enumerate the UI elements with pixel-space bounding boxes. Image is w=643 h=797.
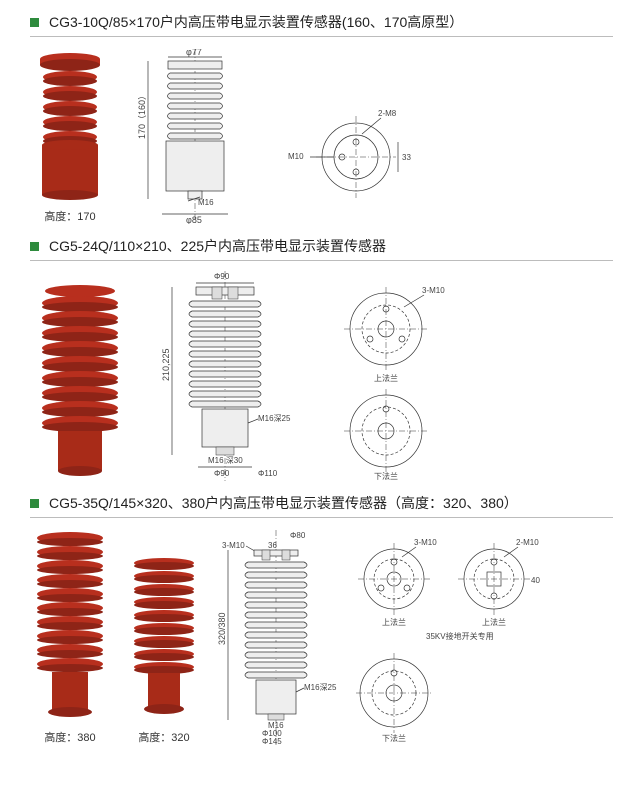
product-photo-380: 高度：380 xyxy=(30,528,110,745)
tech-side-view: Φ80 36 3-M10 xyxy=(218,530,338,745)
flange-top-label: 上法兰 xyxy=(374,373,398,383)
dim-side: 33 xyxy=(402,153,411,162)
section-title-row: CG5-24Q/110×210、225户内高压带电显示装置传感器 xyxy=(30,236,613,261)
svg-text:40: 40 xyxy=(531,576,540,585)
insulator-image xyxy=(30,281,130,481)
dim-bolt: M16 xyxy=(198,198,214,207)
product-caption: 高度：170 xyxy=(44,208,95,224)
flange-bottom-label: 下法兰 xyxy=(374,471,398,481)
product-photo-320: 高度：320 xyxy=(128,553,200,745)
dim-height: 320/380 xyxy=(218,612,227,645)
product-caption: 高度：380 xyxy=(44,729,95,745)
tech-side-view: φ77 M16 φ85 170（160） xyxy=(138,49,258,224)
section-content: 高度：380 高度：320 xyxy=(30,528,613,745)
bullet-icon xyxy=(30,499,39,508)
dim-top-dia: φ77 xyxy=(186,49,202,57)
dim-mid: Φ90 xyxy=(214,469,230,478)
tech-top-view: 2-M8 M10 33 xyxy=(286,104,436,224)
section-cg3: CG3-10Q/85×170户内高压带电显示装置传感器(160、170高原型） xyxy=(30,12,613,224)
svg-text:2-M10: 2-M10 xyxy=(516,538,539,547)
section-content: 高度：170 φ77 M16 xyxy=(30,47,613,224)
insulator-image xyxy=(30,528,110,723)
svg-text:下法兰: 下法兰 xyxy=(382,733,406,743)
top-bolt: 3-M10 xyxy=(222,541,245,550)
svg-text:上法兰: 上法兰 xyxy=(382,617,406,627)
product-photo xyxy=(30,281,130,481)
svg-text:Φ80: Φ80 xyxy=(290,531,306,540)
svg-text:3-M10: 3-M10 xyxy=(414,538,437,547)
bullet-icon xyxy=(30,18,39,27)
tech-flange-views: 3-M10 上法兰 2-M10 xyxy=(356,535,556,745)
bullet-icon xyxy=(30,242,39,251)
product-photo: 高度：170 xyxy=(30,47,110,224)
svg-text:Φ145: Φ145 xyxy=(262,737,282,745)
section-title: CG5-35Q/145×320、380户内高压带电显示装置传感器（高度：320、… xyxy=(49,493,518,513)
svg-text:36: 36 xyxy=(268,541,277,550)
dim-top: Φ90 xyxy=(214,272,230,281)
svg-text:上法兰: 上法兰 xyxy=(482,617,506,627)
section-cg5-35: CG5-35Q/145×320、380户内高压带电显示装置传感器（高度：320、… xyxy=(30,493,613,745)
dim-top-bolt: 2-M8 xyxy=(378,109,397,118)
product-caption: 高度：320 xyxy=(138,729,189,745)
section-title-row: CG3-10Q/85×170户内高压带电显示装置传感器(160、170高原型） xyxy=(30,12,613,37)
section-title-row: CG5-35Q/145×320、380户内高压带电显示装置传感器（高度：320、… xyxy=(30,493,613,518)
dim-bolt: M16 深30 xyxy=(208,456,243,465)
tech-side-view: Φ90 xyxy=(158,271,298,481)
dim-side-bolt: M16深25 xyxy=(258,414,291,423)
dim-height: 170（160） xyxy=(138,91,147,139)
dim-side-bolt: M10 xyxy=(288,152,304,161)
insulator-image xyxy=(30,47,110,202)
section-title: CG5-24Q/110×210、225户内高压带电显示装置传感器 xyxy=(49,236,386,256)
tech-flange-views: 3-M10 上法兰 下法兰 xyxy=(326,281,466,481)
dim-height: 210,225 xyxy=(161,348,171,381)
section-cg5-24: CG5-24Q/110×210、225户内高压带电显示装置传感器 xyxy=(30,236,613,481)
special-label: 35KV接地开关专用 xyxy=(426,631,494,641)
section-content: Φ90 xyxy=(30,271,613,481)
flange-bolt: 3-M10 xyxy=(422,286,445,295)
section-title: CG3-10Q/85×170户内高压带电显示装置传感器(160、170高原型） xyxy=(49,12,463,32)
dim-base: φ85 xyxy=(186,215,202,224)
dim-side-bolt: M16深25 xyxy=(304,683,337,692)
svg-text:Φ110: Φ110 xyxy=(258,469,278,478)
insulator-image xyxy=(128,553,200,723)
